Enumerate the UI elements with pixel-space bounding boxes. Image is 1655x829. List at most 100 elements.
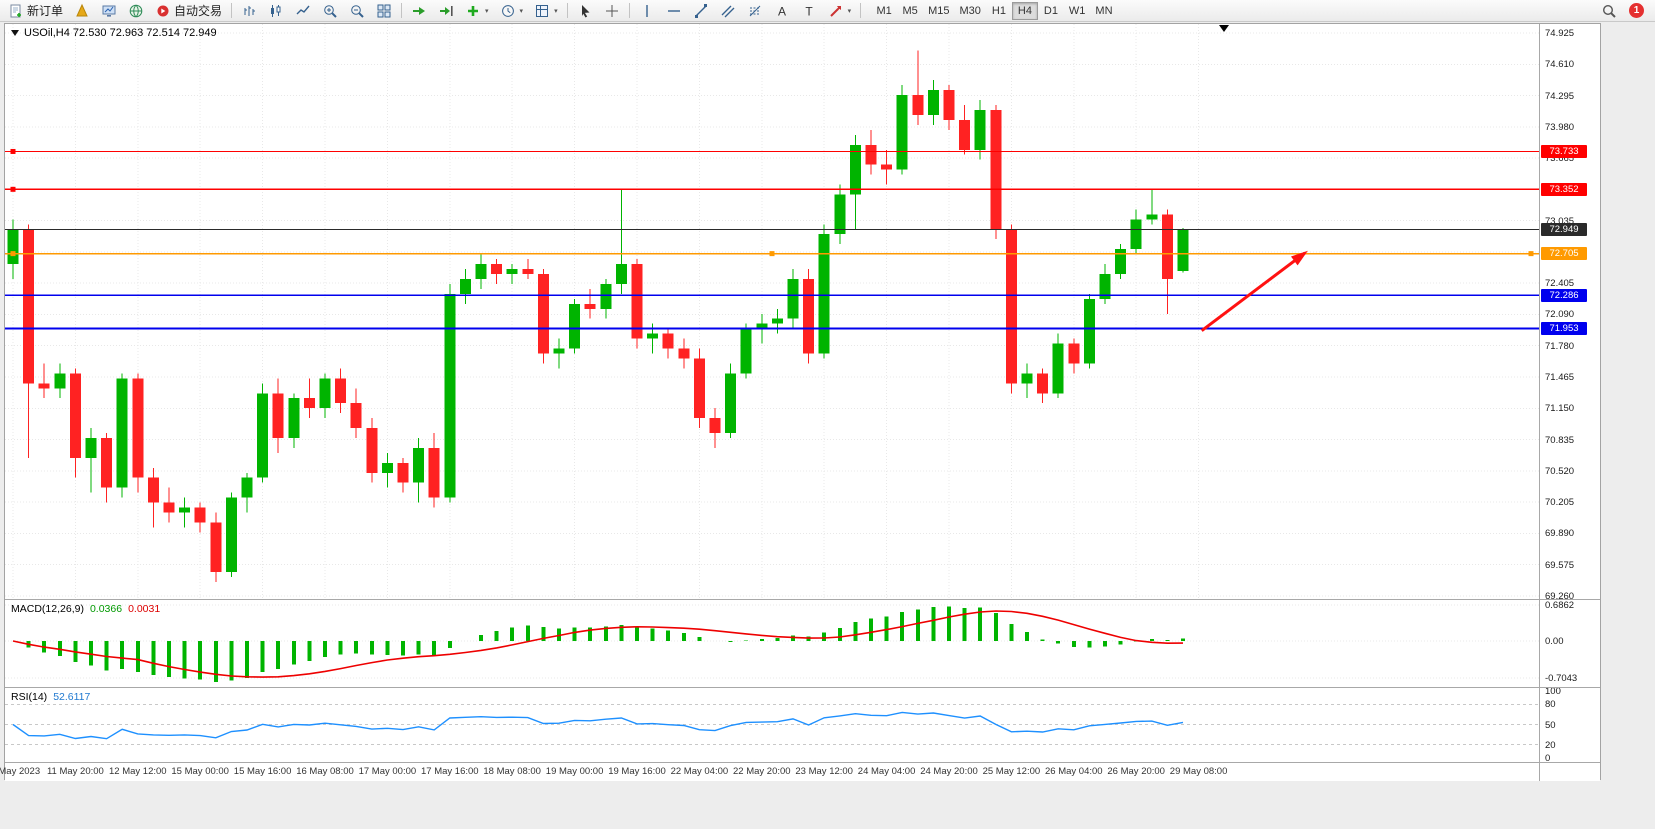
macd-signal-value: 0.0031 (128, 603, 161, 615)
macd-chart[interactable] (5, 600, 1539, 687)
rsi-axis-label: 100 (1545, 686, 1561, 697)
bear-candle (101, 437, 113, 488)
bull-candle (1115, 249, 1127, 275)
bull-candle (54, 373, 66, 389)
auto-trading-label: 自动交易 (174, 4, 223, 18)
rsi-chart[interactable] (5, 688, 1539, 762)
timeframe-button-M5[interactable]: M5 (897, 2, 923, 20)
time-axis-label: 19 May 16:00 (608, 766, 666, 777)
bear-candle (959, 119, 971, 150)
time-axis-label: 19 May 00:00 (545, 766, 604, 777)
template-button[interactable]: ▾ (529, 1, 563, 21)
timeframe-button-D1[interactable]: D1 (1038, 2, 1064, 20)
auto-trading-button[interactable]: 自动交易 (150, 1, 227, 21)
bull-candle (116, 378, 128, 488)
auto-scroll-button[interactable] (406, 1, 432, 21)
timeframe-button-H4[interactable]: H4 (1011, 1, 1038, 20)
notification-badge[interactable]: 1 (1629, 3, 1644, 18)
one-click-trading-icon[interactable] (11, 30, 19, 36)
bar-chart-icon (244, 5, 256, 16)
toolbar-separator (231, 3, 233, 18)
web-globe-button[interactable] (123, 1, 149, 21)
chart-shift-button[interactable] (433, 1, 459, 21)
zoom-in-icon (324, 4, 337, 18)
tile-windows-button[interactable] (371, 1, 397, 21)
panel-divider[interactable] (5, 687, 1600, 688)
trend-arrow[interactable] (1200, 251, 1306, 332)
price-tick-label: 71.780 (1545, 340, 1575, 352)
line-handle[interactable] (1528, 251, 1534, 257)
price-tag-72.705: 72.705 (1541, 247, 1587, 261)
period-button[interactable]: ▾ (495, 1, 529, 21)
chart-shift-marker[interactable] (1219, 25, 1229, 32)
bull-candle (381, 462, 393, 473)
zoom-in-button[interactable] (317, 1, 343, 21)
market-watch-button[interactable] (96, 1, 122, 21)
line-handle[interactable] (10, 186, 16, 192)
timeframe-button-M30[interactable]: M30 (955, 2, 986, 20)
bull-candle (1130, 219, 1142, 250)
add-indicator-button[interactable]: ▾ (460, 1, 494, 21)
market-watch-icon (102, 5, 116, 17)
panel-divider[interactable] (5, 599, 1600, 600)
clock-icon (501, 4, 514, 17)
line-handle[interactable] (769, 251, 775, 257)
globe-icon (129, 4, 143, 17)
bull-candle (413, 447, 425, 483)
crosshair-tool-button[interactable] (599, 1, 625, 21)
timeframe-button-W1[interactable]: W1 (1064, 2, 1091, 20)
time-axis-label: 29 May 08:00 (1169, 766, 1228, 777)
timeframe-button-MN[interactable]: MN (1090, 2, 1117, 20)
price-tick-label: 73.665 (1545, 153, 1575, 165)
price-tick-label: 70.835 (1545, 434, 1575, 446)
line-chart-mode-button[interactable] (290, 1, 316, 21)
candlestick-mode-button[interactable] (263, 1, 289, 21)
arrows-tool-button[interactable]: ▾ (823, 1, 857, 21)
bull-candle (771, 318, 783, 324)
bull-candle (1083, 298, 1095, 364)
fibonacci-tool-button[interactable] (742, 1, 768, 21)
bull-candle (7, 229, 19, 265)
price-tick-label: 72.090 (1545, 309, 1575, 321)
bull-candle (740, 328, 752, 374)
price-axis[interactable]: 74.92574.61074.29573.98073.66573.35073.0… (1539, 24, 1600, 781)
bear-candle (1005, 229, 1017, 384)
time-axis-label: 17 May 16:00 (421, 766, 479, 777)
search-button[interactable] (1596, 1, 1622, 21)
price-tick-label: 74.610 (1545, 59, 1575, 71)
cursor-tool-button[interactable] (572, 1, 598, 21)
timeframe-button-M1[interactable]: M1 (871, 2, 897, 20)
bull-candle (1052, 343, 1064, 394)
line-handle[interactable] (10, 251, 16, 257)
channel-tool-button[interactable] (715, 1, 741, 21)
timeframe-button-M15[interactable]: M15 (923, 2, 954, 20)
price-tick-label: 74.295 (1545, 90, 1575, 102)
bull-candle (459, 278, 471, 294)
price-tick-label: 71.150 (1545, 403, 1575, 415)
trendline-tool-button[interactable] (688, 1, 714, 21)
text-icon: A (778, 4, 786, 18)
new-order-button[interactable]: 新订单 (3, 1, 68, 21)
chevron-down-icon: ▾ (485, 7, 489, 15)
text-tool-button[interactable]: A (769, 1, 795, 21)
rsi-axis-label: 80 (1545, 699, 1556, 711)
vertical-line-tool-button[interactable] (634, 1, 660, 21)
timeframe-button-H1[interactable]: H1 (986, 2, 1012, 20)
bear-candle (69, 373, 81, 458)
bear-candle (397, 462, 409, 483)
toolbar-separator (566, 3, 568, 18)
auto-scroll-icon (413, 6, 426, 15)
gold-badge-button[interactable] (69, 1, 95, 21)
line-handle[interactable] (10, 148, 16, 154)
time-axis[interactable]: 11 May 2023 11 May 20:00 12 May 12:00 15 Ma… (0, 763, 1600, 781)
toolbar-separator (401, 3, 403, 18)
time-axis-label: 11 May 2023 (0, 766, 41, 777)
trend-arrow-head[interactable] (1290, 250, 1308, 266)
zoom-out-button[interactable] (344, 1, 370, 21)
price-chart[interactable] (5, 24, 1539, 599)
label-tool-button[interactable]: T (796, 1, 822, 21)
toolbar-separator (860, 3, 862, 18)
bull-candle (834, 194, 846, 235)
horizontal-line-tool-button[interactable] (661, 1, 687, 21)
bar-chart-mode-button[interactable] (236, 1, 262, 21)
